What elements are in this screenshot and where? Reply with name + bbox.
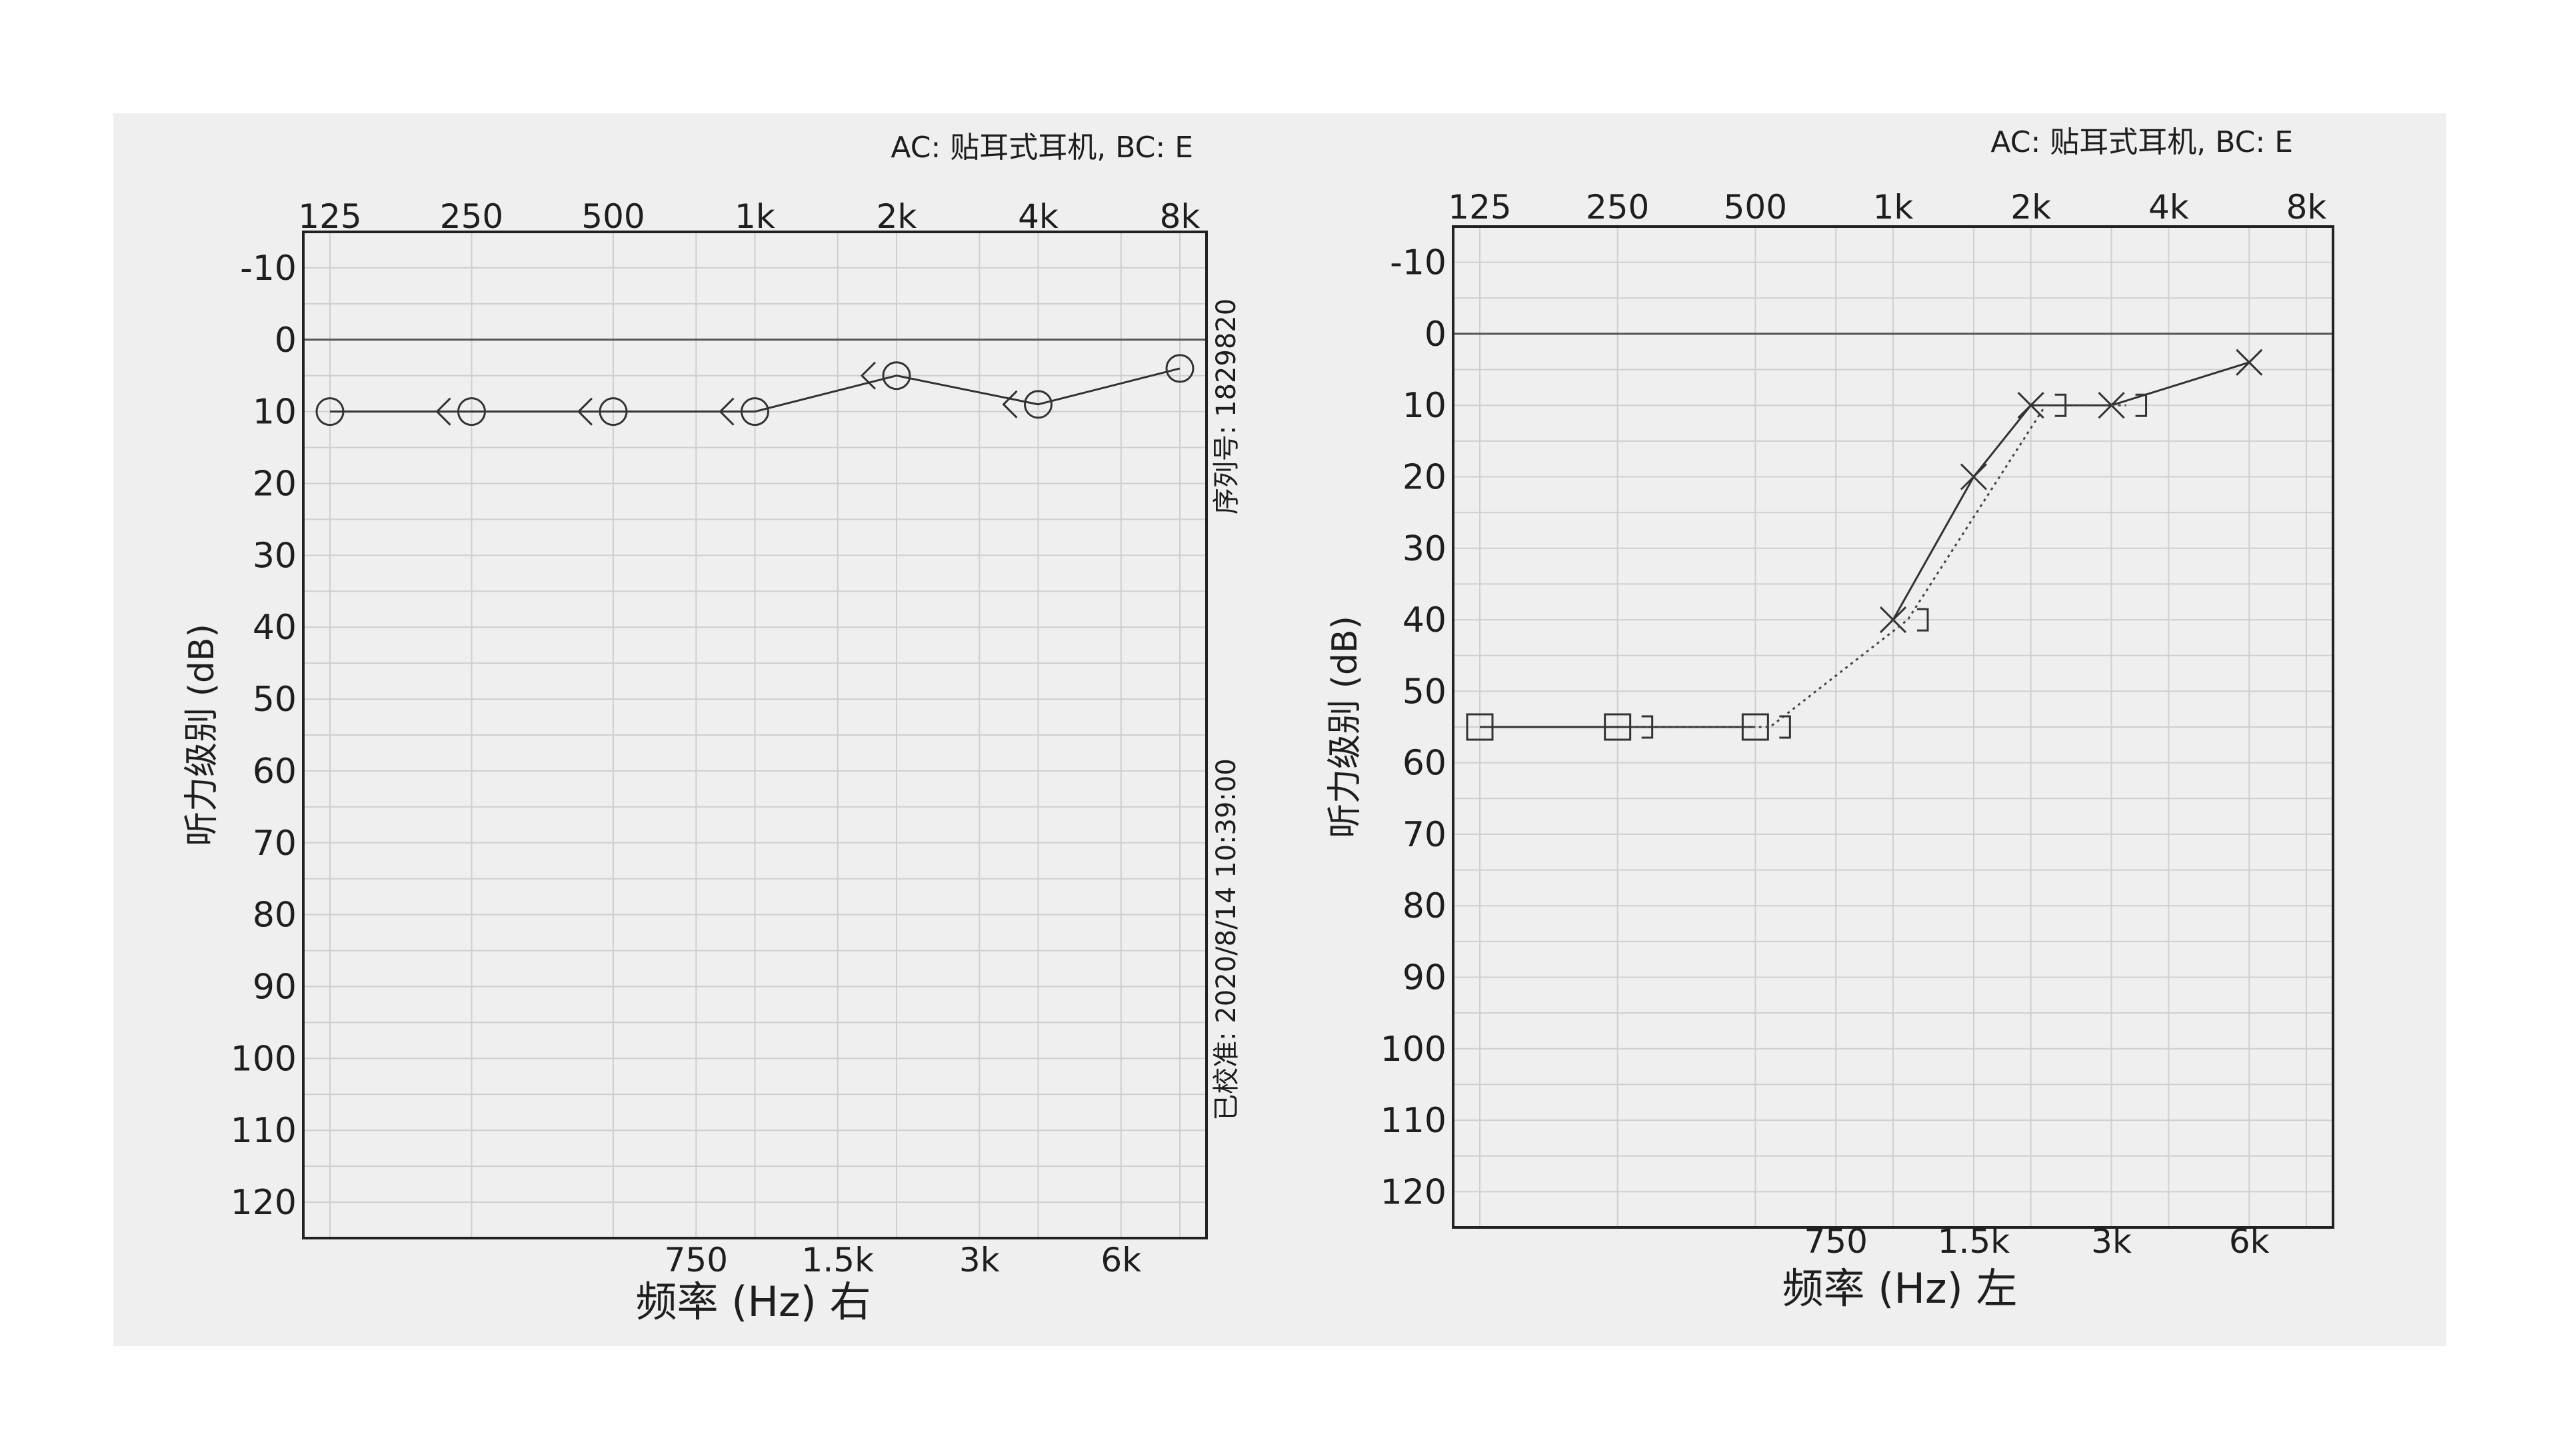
top-tick-label: 8k: [2286, 188, 2327, 227]
y-tick-label: 60: [253, 752, 297, 792]
y-tick-label: 40: [1402, 600, 1446, 640]
grid: [303, 231, 1207, 1239]
series-circle: [315, 354, 1195, 426]
top-tick-label: 4k: [2148, 188, 2189, 227]
top-tick-label: 500: [581, 197, 645, 236]
y-tick-label: 50: [253, 680, 297, 720]
data-point-cross: [2236, 349, 2263, 376]
y-tick-label: 110: [1380, 1101, 1446, 1141]
data-point-cross: [1879, 606, 1907, 634]
paper-sheet: [113, 113, 2446, 1346]
data-point-bone-left: [2135, 393, 2148, 417]
data-point-circle: [882, 361, 911, 390]
y-tick-label: 0: [275, 321, 297, 361]
bottom-tick-label: 1.5k: [802, 1241, 875, 1279]
data-point-circle: [1024, 390, 1053, 419]
y-tick-label: 10: [1402, 386, 1446, 426]
bottom-tick-label: 1.5k: [1938, 1222, 2010, 1261]
data-point-square: [1466, 713, 1494, 741]
series-line: [330, 367, 1181, 413]
top-tick-label: 4k: [1018, 197, 1059, 236]
y-tick-label: 80: [253, 896, 297, 936]
y-tick-label: 80: [1402, 886, 1446, 926]
series-bone-left: [1632, 393, 2148, 739]
data-point-circle: [1165, 354, 1195, 383]
x-axis-label: 频率 (Hz) 右: [636, 1277, 871, 1326]
bottom-tick-label: 750: [665, 1241, 728, 1279]
data-point-bone-left: [1917, 608, 1929, 632]
chart-header: AC: 贴耳式耳机, BC: E: [891, 131, 1193, 165]
bottom-tick-label: 3k: [2091, 1222, 2132, 1261]
y-tick-label: 70: [253, 824, 297, 864]
chart-header: AC: 贴耳式耳机, BC: E: [1990, 125, 2293, 159]
top-tick-label: 500: [1724, 188, 1787, 227]
top-tick-label: 1k: [1873, 188, 1914, 227]
y-tick-label: 120: [231, 1183, 297, 1223]
top-tick-label: 1k: [735, 197, 775, 236]
x-axis-label: 频率 (Hz) 左: [1782, 1264, 2018, 1313]
bottom-tick-label: 750: [1804, 1222, 1868, 1261]
y-tick-label: 120: [1380, 1172, 1446, 1212]
top-tick-label: 2k: [877, 197, 917, 236]
series-line-dotted: [1632, 404, 2126, 728]
top-tick-label: 250: [1586, 188, 1649, 227]
serial-number: 序列号: 1829820: [1211, 299, 1242, 514]
data-point-cross: [2017, 392, 2044, 419]
top-tick-label: 250: [440, 197, 503, 236]
y-axis-label: 听力级别 (dB): [1325, 616, 1365, 838]
data-point-cross: [1960, 463, 1987, 490]
top-tick-label: 125: [1448, 188, 1511, 227]
y-tick-label: -10: [1390, 243, 1446, 283]
top-tick-label: 8k: [1160, 197, 1201, 236]
y-tick-label: 90: [1402, 958, 1446, 998]
y-tick-label: 110: [231, 1111, 297, 1151]
data-point-bone-right: [577, 397, 593, 426]
data-point-bone-right: [435, 397, 451, 426]
series-cross: [1879, 349, 2263, 634]
y-tick-label: 50: [1402, 672, 1446, 712]
y-tick-label: -10: [240, 249, 297, 289]
data-point-circle: [599, 397, 628, 426]
y-tick-label: 10: [253, 392, 297, 432]
data-point-square: [1604, 713, 1632, 741]
top-tick-label: 2k: [2010, 188, 2051, 227]
data-point-bone-right: [719, 397, 735, 426]
data-point-circle: [741, 397, 769, 426]
data-point-cross: [2098, 392, 2125, 419]
bottom-tick-label: 3k: [959, 1241, 1000, 1279]
data-point-circle: [457, 397, 486, 426]
y-tick-label: 100: [231, 1039, 297, 1079]
y-tick-label: 60: [1402, 744, 1446, 784]
data-point-bone-right: [860, 361, 877, 390]
data-point-bone-left: [2054, 393, 2067, 417]
data-point-bone-right: [1002, 390, 1018, 418]
plot-frame: [1452, 225, 2334, 1229]
y-axis-label: 听力级别 (dB): [182, 624, 222, 846]
series-line: [1892, 361, 2250, 620]
y-tick-label: 90: [253, 968, 297, 1008]
y-tick-label: 20: [1402, 458, 1446, 498]
y-tick-label: 40: [253, 608, 297, 648]
plot-frame: [302, 231, 1208, 1239]
data-point-bone-left: [1641, 715, 1654, 739]
calibration-date: 已校准: 2020/8/14 10:39:00: [1211, 758, 1242, 1121]
y-tick-label: 100: [1380, 1030, 1446, 1070]
y-tick-label: 30: [1402, 529, 1446, 569]
y-tick-label: 20: [253, 464, 297, 504]
top-tick-label: 125: [298, 197, 361, 236]
bottom-tick-label: 6k: [2229, 1222, 2270, 1261]
series-bone-right: [435, 361, 1018, 426]
y-tick-label: 0: [1424, 315, 1446, 355]
y-tick-label: 30: [253, 536, 297, 576]
data-point-bone-left: [1779, 715, 1791, 739]
y-tick-label: 70: [1402, 815, 1446, 855]
bottom-tick-label: 6k: [1101, 1241, 1141, 1279]
data-point-circle: [315, 397, 345, 426]
